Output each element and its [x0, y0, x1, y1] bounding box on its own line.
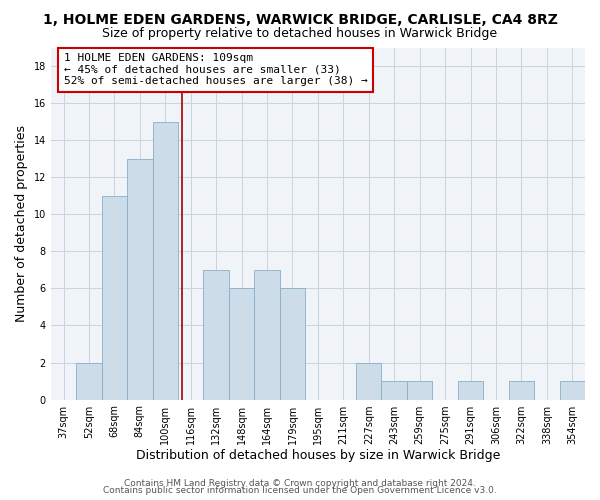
Text: Contains HM Land Registry data © Crown copyright and database right 2024.: Contains HM Land Registry data © Crown c…: [124, 478, 476, 488]
Bar: [509, 381, 534, 400]
Text: Contains public sector information licensed under the Open Government Licence v3: Contains public sector information licen…: [103, 486, 497, 495]
Bar: [101, 196, 127, 400]
Bar: [254, 270, 280, 400]
X-axis label: Distribution of detached houses by size in Warwick Bridge: Distribution of detached houses by size …: [136, 450, 500, 462]
Bar: [280, 288, 305, 400]
Bar: [382, 381, 407, 400]
Bar: [203, 270, 229, 400]
Y-axis label: Number of detached properties: Number of detached properties: [15, 125, 28, 322]
Bar: [127, 158, 152, 400]
Bar: [458, 381, 483, 400]
Text: Size of property relative to detached houses in Warwick Bridge: Size of property relative to detached ho…: [103, 28, 497, 40]
Text: 1 HOLME EDEN GARDENS: 109sqm
← 45% of detached houses are smaller (33)
52% of se: 1 HOLME EDEN GARDENS: 109sqm ← 45% of de…: [64, 53, 367, 86]
Bar: [229, 288, 254, 400]
Bar: [76, 362, 101, 400]
Bar: [152, 122, 178, 400]
Bar: [356, 362, 382, 400]
Bar: [407, 381, 433, 400]
Text: 1, HOLME EDEN GARDENS, WARWICK BRIDGE, CARLISLE, CA4 8RZ: 1, HOLME EDEN GARDENS, WARWICK BRIDGE, C…: [43, 12, 557, 26]
Bar: [560, 381, 585, 400]
